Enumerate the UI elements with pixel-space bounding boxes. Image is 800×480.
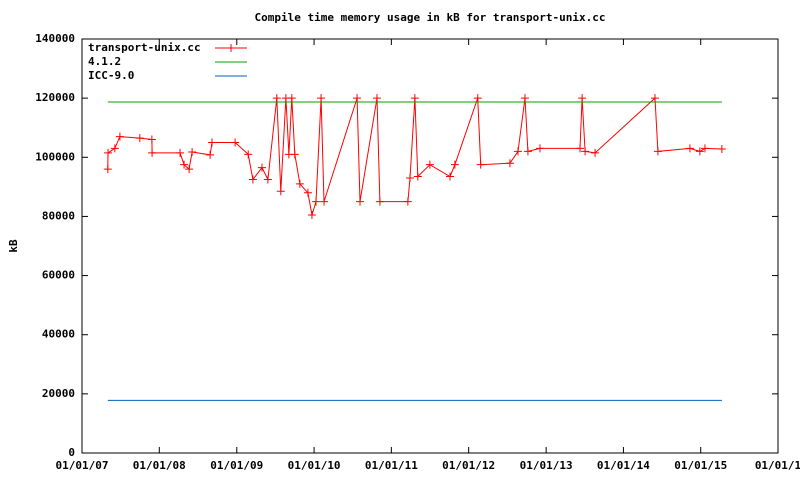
point-marker [290, 150, 299, 159]
point-marker [135, 134, 144, 143]
x-tick-label: 01/01/13 [520, 459, 573, 472]
x-tick-label: 01/01/08 [133, 459, 186, 472]
x-tick-label: 01/01/07 [56, 459, 109, 472]
point-marker [700, 144, 709, 153]
point-marker [307, 210, 316, 219]
x-tick-label: 01/01/1 [755, 459, 800, 472]
point-marker [372, 94, 381, 103]
point-marker [695, 147, 704, 156]
point-marker [147, 135, 156, 144]
x-tick-label: 01/01/15 [674, 459, 727, 472]
point-marker [473, 94, 482, 103]
x-tick-label: 01/01/09 [210, 459, 263, 472]
point-marker [188, 147, 197, 156]
point-marker [591, 148, 600, 157]
point-marker [536, 144, 545, 153]
x-tick-label: 01/01/12 [442, 459, 495, 472]
point-marker [257, 163, 266, 172]
x-tick-label: 01/01/14 [597, 459, 650, 472]
point-marker [180, 160, 189, 169]
point-marker [450, 160, 459, 169]
point-marker [272, 94, 281, 103]
legend-label: transport-unix.cc [88, 41, 201, 54]
point-marker [413, 172, 422, 181]
point-marker [581, 147, 590, 156]
point-marker [476, 160, 485, 169]
point-marker [287, 94, 296, 103]
point-marker [311, 197, 320, 206]
point-marker [685, 144, 694, 153]
point-marker [520, 94, 529, 103]
point-marker [446, 172, 455, 181]
legend-label: 4.1.2 [88, 55, 121, 68]
point-marker [103, 165, 112, 174]
point-marker [375, 197, 384, 206]
legend-label: ICC-9.0 [88, 69, 134, 82]
point-marker [248, 175, 257, 184]
point-marker [717, 145, 726, 154]
plot-frame [81, 38, 779, 454]
point-marker [176, 148, 185, 157]
point-marker [115, 132, 124, 141]
y-tick-label: 120000 [35, 91, 75, 104]
y-tick-label: 60000 [42, 269, 75, 282]
point-marker [276, 187, 285, 196]
point-marker [320, 197, 329, 206]
point-marker [505, 159, 514, 168]
point-marker [104, 148, 113, 157]
point-marker [653, 147, 662, 156]
point-marker [523, 147, 532, 156]
legend-marker [227, 44, 235, 52]
point-marker [405, 173, 414, 182]
y-tick-label: 0 [68, 446, 75, 459]
point-marker [578, 94, 587, 103]
point-marker [208, 138, 217, 147]
point-marker [317, 94, 326, 103]
point-marker [403, 197, 412, 206]
point-marker [356, 197, 365, 206]
point-marker [513, 147, 522, 156]
y-tick-label: 100000 [35, 150, 75, 163]
point-marker [206, 150, 215, 159]
point-marker [231, 138, 240, 147]
y-tick-label: 140000 [35, 32, 75, 45]
y-tick-label: 20000 [42, 387, 75, 400]
point-marker [576, 144, 585, 153]
y-tick-label: 80000 [42, 209, 75, 222]
chart-title: Compile time memory usage in kB for tran… [255, 11, 606, 24]
point-marker [244, 150, 253, 159]
point-marker [263, 175, 272, 184]
y-axis-label: kB [7, 239, 20, 253]
point-marker [353, 94, 362, 103]
y-tick-label: 40000 [42, 328, 75, 341]
point-marker [148, 148, 157, 157]
point-marker [110, 144, 119, 153]
series-line [107, 97, 722, 216]
point-marker [295, 179, 304, 188]
point-marker [185, 165, 194, 174]
x-tick-label: 01/01/10 [288, 459, 341, 472]
point-marker [303, 188, 312, 197]
x-tick-label: 01/01/11 [365, 459, 418, 472]
point-marker [410, 94, 419, 103]
point-marker [425, 160, 434, 169]
point-marker [650, 94, 659, 103]
